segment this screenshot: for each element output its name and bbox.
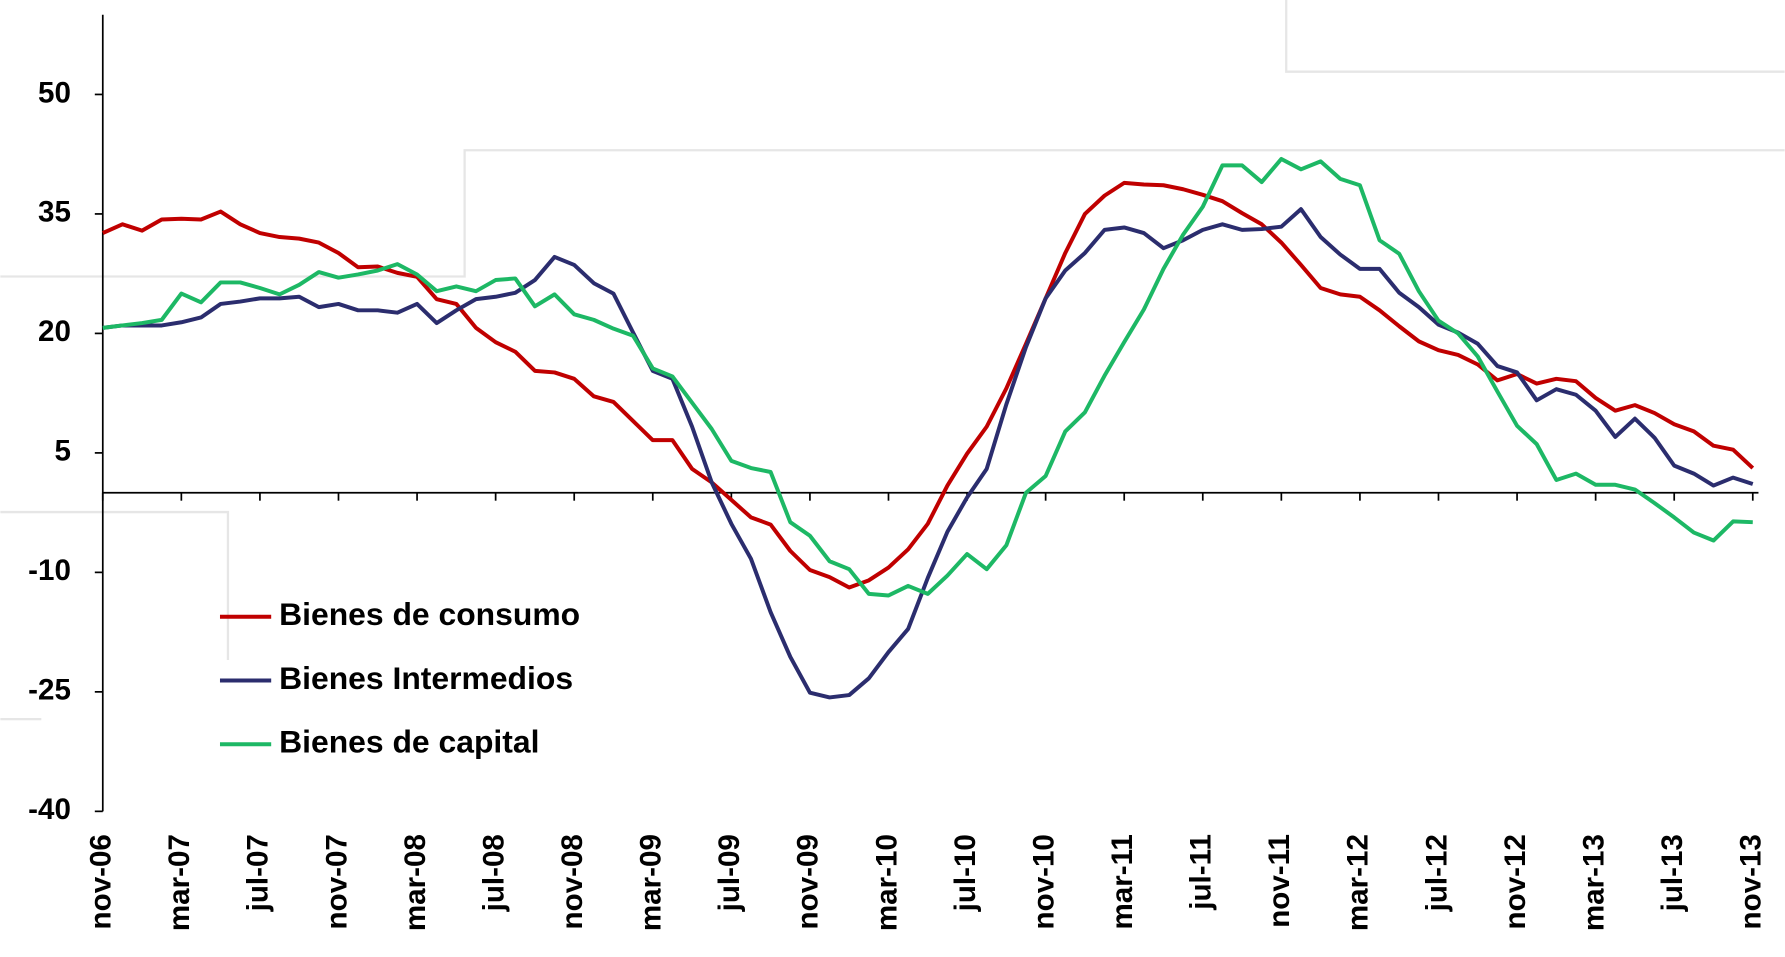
x-tick-label: nov-10 — [1027, 834, 1060, 929]
y-tick-label: 5 — [54, 435, 70, 468]
legend-label: Bienes de consumo — [279, 596, 580, 632]
y-tick-label: 50 — [38, 76, 71, 109]
x-tick-label: nov-07 — [320, 834, 353, 929]
x-tick-label: nov-13 — [1735, 834, 1768, 929]
x-tick-label: jul-07 — [242, 834, 275, 912]
background-decoration — [0, 0, 1785, 721]
y-tick-label: -10 — [28, 554, 71, 587]
x-tick-label: mar-07 — [163, 834, 196, 931]
y-tick-label: -40 — [28, 793, 71, 826]
x-tick-label: mar-13 — [1577, 834, 1610, 931]
x-tick-label: nov-08 — [556, 834, 589, 929]
x-tick-label: nov-11 — [1263, 834, 1296, 928]
x-tick-label: nov-12 — [1499, 834, 1532, 929]
series-line — [102, 207, 1754, 700]
x-tick-label: mar-09 — [635, 834, 668, 931]
x-tick-label: mar-11 — [1106, 834, 1139, 929]
x-tick-label: mar-10 — [870, 834, 903, 931]
x-tick-label: jul-13 — [1656, 834, 1689, 912]
y-tick-label: 20 — [38, 315, 71, 348]
x-tick-label: nov-09 — [792, 834, 825, 929]
x-tick-label: jul-12 — [1420, 834, 1453, 912]
y-tick-label: 35 — [38, 196, 71, 229]
x-tick-label: nov-06 — [85, 834, 118, 929]
legend-label: Bienes de capital — [279, 724, 539, 760]
x-tick-label: mar-08 — [399, 834, 432, 931]
x-tick-label: jul-10 — [949, 834, 982, 912]
y-tick-label: -25 — [28, 674, 71, 707]
x-tick-label: jul-11 — [1185, 834, 1218, 911]
legend-label: Bienes Intermedios — [279, 660, 573, 696]
series-line — [102, 156, 1753, 598]
x-tick-label: mar-12 — [1342, 834, 1375, 931]
x-tick-label: jul-09 — [713, 834, 746, 912]
series-line — [101, 180, 1755, 590]
x-tick-label: jul-08 — [477, 834, 510, 912]
